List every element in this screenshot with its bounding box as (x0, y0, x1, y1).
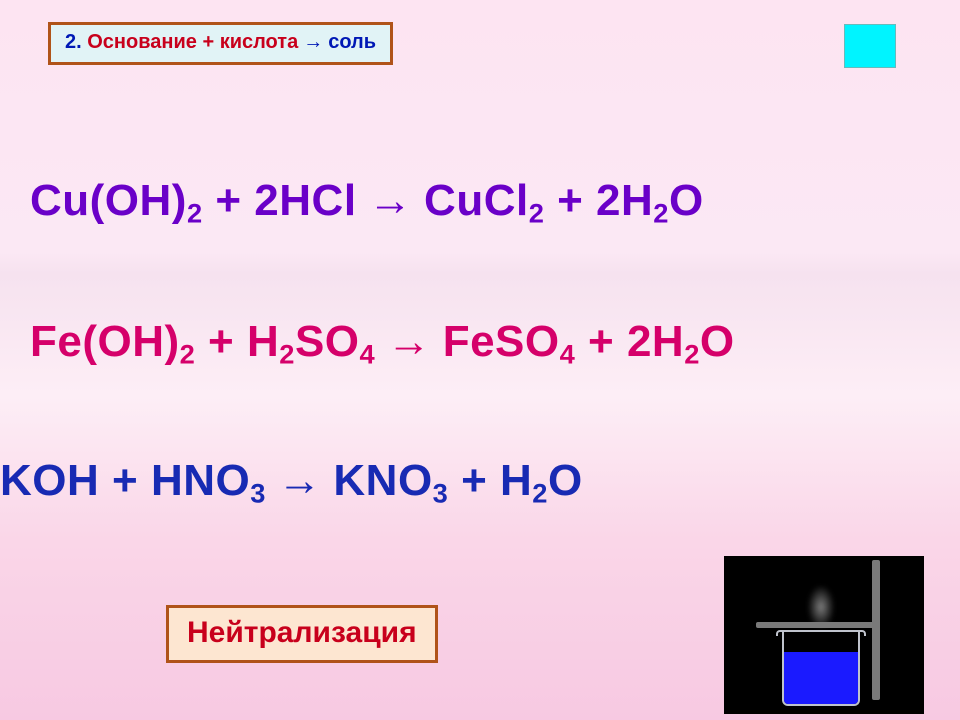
eq3-plus-1: + (99, 456, 151, 505)
eq3-product-1: KNO3 (333, 456, 448, 505)
neutralization-box: Нейтрализация (166, 605, 438, 663)
eq3-arrow: → (266, 456, 334, 505)
eq1-plus-1: + (203, 176, 255, 225)
eq1-reactant-2: 2HCl (254, 176, 356, 225)
cyan-square (844, 24, 896, 68)
rule-number: 2. (65, 31, 82, 53)
eq3-reactant-1: KOH (0, 456, 99, 505)
eq1-product-2: 2H2O (596, 176, 704, 225)
stand-ring (756, 622, 876, 628)
eq3-product-2: H2O (500, 456, 583, 505)
rule-arrow: → (298, 31, 328, 53)
rule-acid-word: кислота (220, 31, 299, 53)
eq2-reactant-2: H2SO4 (247, 317, 375, 366)
eq2-plus-1: + (195, 317, 247, 366)
equation-3: KOH + HNO3 → KNO3 + H2O (0, 455, 583, 506)
beaker (782, 632, 860, 706)
beaker-illustration (724, 556, 924, 714)
eq2-plus-2: + (575, 317, 627, 366)
eq2-product-1: FeSO4 (443, 317, 576, 366)
eq2-reactant-1: Fe(OH)2 (30, 317, 195, 366)
equation-2: Fe(OH)2 + H2SO4 → FeSO4 + 2H2O (30, 316, 735, 367)
eq1-plus-2: + (544, 176, 596, 225)
equation-1: Cu(OH)2 + 2HCl → CuCl2 + 2H2O (30, 175, 704, 226)
beaker-liquid (784, 652, 858, 704)
eq2-product-2: 2H2O (627, 317, 735, 366)
eq2-arrow: → (375, 317, 443, 366)
rule-base-word: Основание (87, 31, 197, 53)
rule-plus: + (197, 31, 220, 53)
eq1-arrow: → (357, 176, 425, 225)
eq1-product-1: CuCl2 (424, 176, 544, 225)
eq3-reactant-2: HNO3 (151, 456, 266, 505)
eq1-reactant-1: Cu(OH)2 (30, 176, 203, 225)
neutralization-label: Нейтрализация (187, 616, 417, 649)
rule-box: 2. Основание + кислота → соль (48, 22, 393, 65)
rule-salt-word: соль (328, 31, 376, 53)
eq3-plus-2: + (448, 456, 500, 505)
stand-post (872, 560, 880, 700)
